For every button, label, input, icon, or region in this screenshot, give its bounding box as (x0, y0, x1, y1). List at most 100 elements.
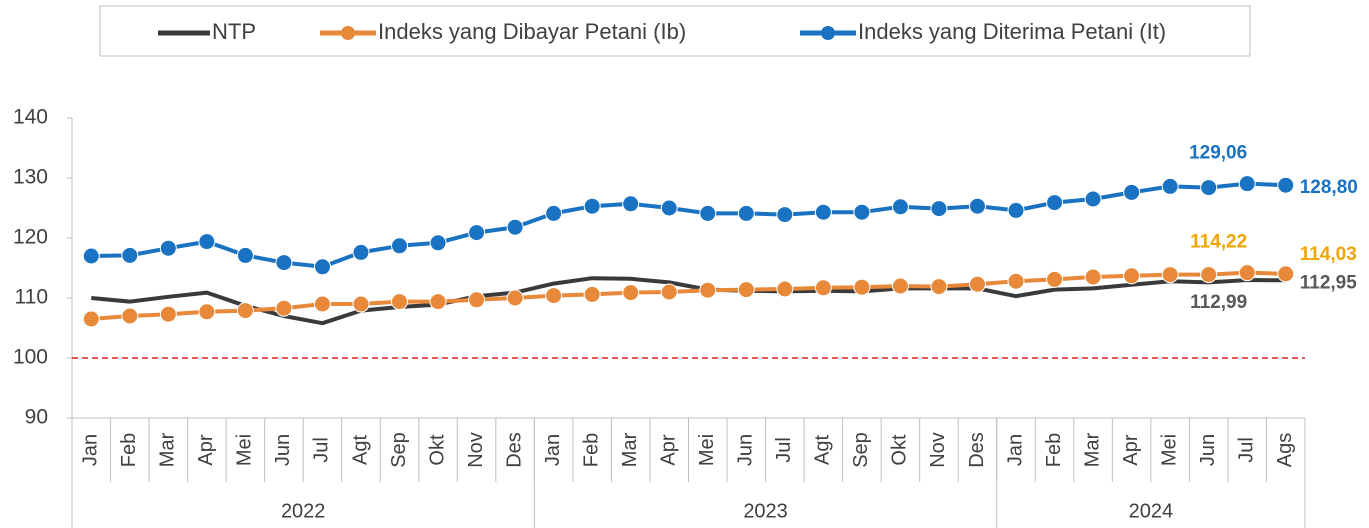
x-tick-label: Okt (889, 434, 911, 466)
marker (968, 275, 986, 293)
marker (159, 305, 177, 323)
marker (891, 277, 909, 295)
series-line (91, 276, 1286, 326)
marker (545, 204, 563, 222)
marker (313, 258, 331, 276)
marker (622, 195, 640, 213)
x-tick-label: Des (503, 432, 525, 468)
marker (82, 247, 100, 265)
x-tick-label: Sep (388, 432, 410, 468)
marker (1007, 272, 1025, 290)
marker (1046, 270, 1064, 288)
data-label: 112,99 (1190, 292, 1247, 313)
marker (930, 278, 948, 296)
marker (198, 233, 216, 251)
x-tick-label: Jan (1004, 434, 1026, 466)
x-tick-label: Feb (580, 433, 602, 467)
legend-label: Indeks yang Diterima Petani (It) (858, 19, 1166, 44)
x-tick-label: Ags (1274, 433, 1296, 467)
marker (1007, 201, 1025, 219)
x-tick-label: Jan (542, 434, 564, 466)
x-tick-label: Apr (1120, 434, 1142, 465)
data-label: 129,06 (1189, 143, 1247, 164)
marker (1277, 265, 1295, 283)
year-label: 2022 (281, 500, 326, 522)
marker (583, 197, 601, 215)
marker (1238, 175, 1256, 193)
x-tick-label: Mei (696, 434, 718, 466)
marker (391, 293, 409, 311)
marker (583, 285, 601, 303)
marker (853, 203, 871, 221)
x-tick-label: Mei (1158, 434, 1180, 466)
marker (930, 200, 948, 218)
marker (1161, 266, 1179, 284)
data-label: 128,80 (1300, 177, 1358, 198)
marker (429, 293, 447, 311)
x-tick-label: Jun (735, 434, 757, 466)
marker (1200, 266, 1218, 284)
x-tick-label: Mar (157, 432, 179, 467)
marker (814, 203, 832, 221)
x-tick-label: Jul (1235, 437, 1257, 463)
data-label: 114,22 (1190, 232, 1247, 253)
marker (1277, 176, 1295, 194)
marker (121, 307, 139, 325)
marker (352, 295, 370, 313)
marker (968, 197, 986, 215)
series-line (91, 181, 1286, 269)
x-tick-label: Nov (465, 432, 487, 468)
marker (699, 281, 717, 299)
marker (1200, 179, 1218, 197)
year-label: 2024 (1129, 500, 1174, 522)
marker (1161, 177, 1179, 195)
marker (198, 303, 216, 321)
y-tick-label: 120 (13, 226, 48, 249)
x-tick-label: Nov (927, 432, 949, 468)
x-tick-label: Jan (80, 434, 102, 466)
y-tick-label: 100 (13, 346, 48, 369)
x-tick-label: Sep (850, 432, 872, 468)
data-label: 112,95 (1300, 272, 1357, 293)
marker (391, 237, 409, 255)
marker (1084, 268, 1102, 286)
marker (506, 218, 524, 236)
marker (159, 239, 177, 257)
x-tick-label: Jun (1197, 434, 1219, 466)
marker (313, 295, 331, 313)
marker (1238, 264, 1256, 282)
y-tick-label: 140 (13, 106, 48, 129)
x-tick-label: Apr (658, 434, 680, 465)
legend-marker (821, 26, 835, 40)
marker (352, 243, 370, 261)
marker (853, 278, 871, 296)
marker (660, 283, 678, 301)
marker (1123, 267, 1141, 285)
x-tick-label: Okt (426, 434, 448, 466)
y-tick-label: 110 (15, 286, 48, 309)
x-tick-label: Jul (773, 437, 795, 463)
marker (1084, 190, 1102, 208)
y-tick-label: 90 (25, 406, 48, 429)
marker (1123, 183, 1141, 201)
marker (236, 302, 254, 320)
x-tick-label: Mar (619, 432, 641, 467)
legend-label: NTP (212, 19, 256, 44)
marker (468, 291, 486, 309)
marker (121, 246, 139, 264)
x-tick-label: Jul (311, 437, 333, 463)
x-tick-label: Feb (1043, 433, 1065, 467)
marker (275, 254, 293, 272)
year-label: 2023 (743, 500, 788, 522)
legend-marker (341, 26, 355, 40)
marker (776, 206, 794, 224)
marker (776, 280, 794, 298)
x-tick-label: Apr (195, 434, 217, 465)
marker (814, 279, 832, 297)
marker (737, 204, 755, 222)
x-tick-label: Mar (1081, 432, 1103, 467)
y-tick-label: 130 (13, 166, 48, 189)
x-tick-label: Jun (272, 434, 294, 466)
data-label: 114,03 (1300, 244, 1357, 265)
